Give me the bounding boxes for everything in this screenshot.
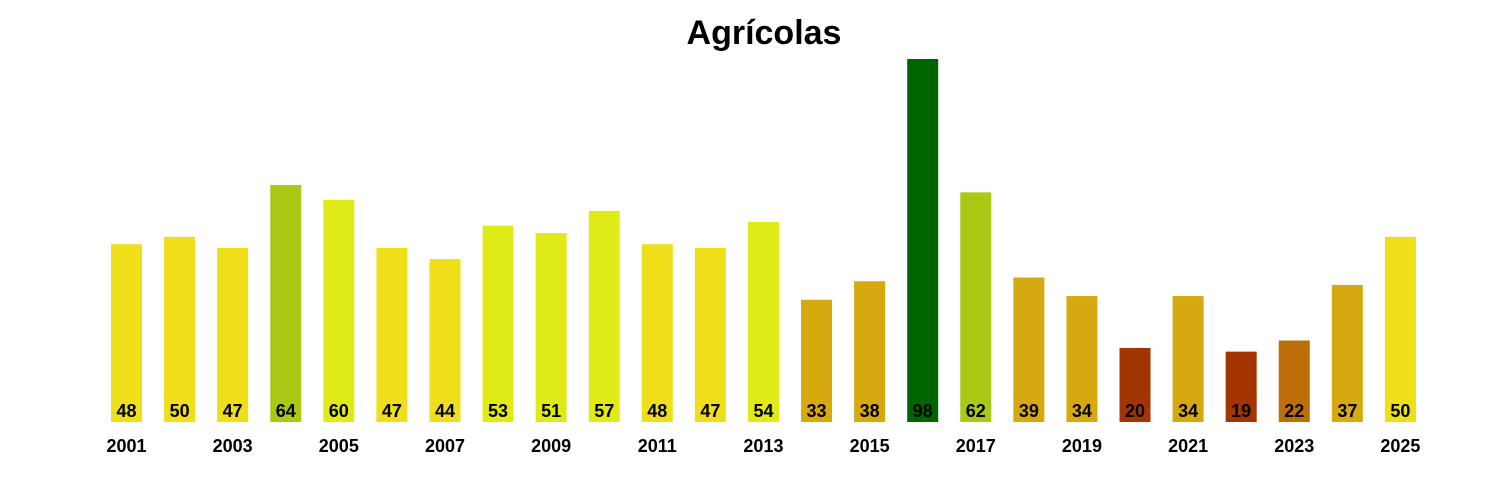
bar-2008 (482, 225, 514, 422)
value-label-2008: 53 (488, 401, 508, 421)
bar-2009 (535, 233, 567, 422)
value-label-2021: 34 (1178, 401, 1198, 421)
value-label-2023: 22 (1284, 401, 1304, 421)
value-label-2007: 44 (435, 401, 455, 421)
x-tick-label-2019: 2019 (1062, 436, 1102, 456)
bar-2005 (323, 199, 355, 422)
x-tick-label-2021: 2021 (1168, 436, 1208, 456)
value-label-2015: 38 (860, 401, 880, 421)
value-label-2005: 60 (329, 401, 349, 421)
bar-2020 (1119, 347, 1151, 422)
bar-2006 (376, 247, 408, 422)
value-label-2016: 98 (913, 401, 933, 421)
value-label-2009: 51 (541, 401, 561, 421)
value-label-2024: 37 (1337, 401, 1357, 421)
bar-2002 (164, 236, 196, 422)
value-label-2022: 19 (1231, 401, 1251, 421)
bar-2010 (588, 210, 620, 422)
value-label-2002: 50 (170, 401, 190, 421)
bar-2017 (960, 192, 992, 422)
chart-title: Agrícolas (687, 14, 842, 52)
bar-2004 (270, 184, 302, 422)
bar-2023 (1278, 340, 1310, 422)
bar-2003 (217, 247, 249, 422)
bar-2018 (1013, 277, 1045, 422)
value-label-2004: 64 (276, 401, 296, 421)
x-tick-label-2011: 2011 (638, 436, 677, 456)
bars-group (111, 59, 1416, 422)
value-label-2019: 34 (1072, 401, 1092, 421)
value-label-2020: 20 (1125, 401, 1145, 421)
x-tick-label-2001: 2001 (106, 436, 146, 456)
bar-2025 (1384, 236, 1416, 422)
bar-2015 (854, 281, 886, 422)
x-tick-label-2003: 2003 (213, 436, 253, 456)
x-tick-label-2025: 2025 (1380, 436, 1420, 456)
value-labels-group: 48 50 47 64 60 47 44 53 51 57 48 47 54 33 38 98 62 39 34 20… (116, 401, 1410, 421)
bar-2021 (1172, 296, 1204, 422)
value-label-2010: 57 (594, 401, 614, 421)
value-label-2018: 39 (1019, 401, 1039, 421)
value-label-2025: 50 (1390, 401, 1410, 421)
value-label-2013: 54 (753, 401, 773, 421)
value-label-2003: 47 (223, 401, 243, 421)
bar-2013 (747, 221, 779, 422)
bar-2019 (1066, 296, 1098, 422)
value-label-2001: 48 (116, 401, 136, 421)
x-tick-label-2013: 2013 (743, 436, 783, 456)
value-label-2014: 33 (807, 401, 827, 421)
x-tick-label-2017: 2017 (956, 436, 996, 456)
value-label-2011: 48 (647, 401, 667, 421)
bar-2016 (907, 59, 939, 422)
bar-2001 (111, 244, 142, 422)
x-tick-label-2015: 2015 (850, 436, 890, 456)
bar-2014 (801, 299, 833, 422)
value-label-2012: 47 (700, 401, 720, 421)
value-label-2017: 62 (966, 401, 986, 421)
bar-2007 (429, 259, 461, 422)
bar-2024 (1331, 284, 1363, 422)
bar-2011 (641, 244, 673, 422)
x-tick-label-2023: 2023 (1274, 436, 1314, 456)
x-tick-label-2007: 2007 (425, 436, 465, 456)
bar-2022 (1225, 351, 1257, 422)
x-axis-tick-labels: 2001 2003 2005 2007 2009 2011 2013 2015 2017 2019… (106, 436, 1420, 456)
value-label-2006: 47 (382, 401, 402, 421)
x-tick-label-2005: 2005 (319, 436, 359, 456)
x-tick-label-2009: 2009 (531, 436, 571, 456)
bar-2012 (694, 247, 726, 422)
